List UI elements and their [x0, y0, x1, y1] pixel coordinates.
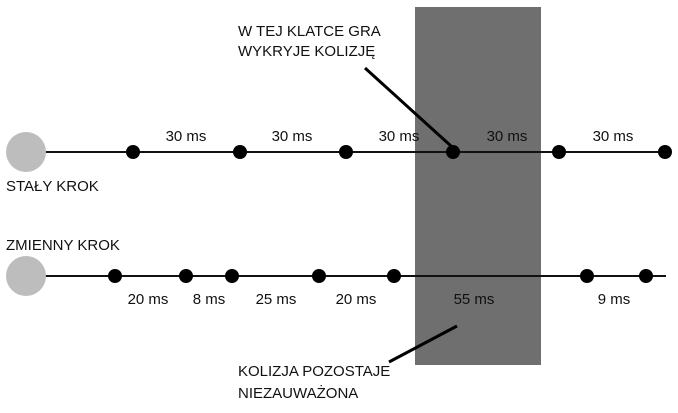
detected-pointer-line	[363, 66, 453, 148]
missed-annotation-line-1: KOLIZJA POZOSTAJE	[238, 363, 390, 380]
variable-interval-label-6: 9 ms	[598, 291, 631, 308]
fixed-step-dot-2	[233, 145, 247, 159]
fixed-step-dot-1	[126, 145, 140, 159]
variable-step-start-circle	[6, 256, 46, 296]
fixed-step-label: STAŁY KROK	[6, 178, 99, 195]
variable-step-dot-3	[225, 269, 239, 283]
variable-interval-label-4: 20 ms	[336, 291, 377, 308]
variable-step-dot-2	[179, 269, 193, 283]
fixed-interval-label-2: 30 ms	[272, 128, 313, 145]
fixed-step-dot-4	[446, 145, 460, 159]
variable-interval-label-2: 8 ms	[193, 291, 226, 308]
variable-step-dot-1	[108, 269, 122, 283]
fixed-interval-label-4: 30 ms	[487, 128, 528, 145]
variable-step-dot-6	[580, 269, 594, 283]
missed-annotation: KOLIZJA POZOSTAJE NIEZAUWAŻONA	[238, 324, 458, 402]
collision-zone	[415, 7, 541, 365]
fixed-step-dot-6	[658, 145, 672, 159]
fixed-interval-label-1: 30 ms	[166, 128, 207, 145]
variable-step-timeline: ZMIENNY KROK 20 ms 8 ms 25 ms 20 ms 55 m…	[6, 237, 666, 308]
variable-step-label: ZMIENNY KROK	[6, 237, 120, 254]
variable-step-dot-4	[312, 269, 326, 283]
variable-interval-label-1: 20 ms	[128, 291, 169, 308]
variable-step-dot-7	[639, 269, 653, 283]
detected-annotation-line-2: WYKRYJE KOLIZJĘ	[238, 43, 375, 60]
fixed-step-start-circle	[6, 132, 46, 172]
fixed-step-dot-5	[552, 145, 566, 159]
detected-annotation: W TEJ KLATCE GRA WYKRYJE KOLIZJĘ	[238, 23, 453, 148]
fixed-interval-label-5: 30 ms	[593, 128, 634, 145]
missed-annotation-line-2: NIEZAUWAŻONA	[238, 384, 358, 402]
missed-pointer-line	[388, 324, 458, 364]
fixed-step-dot-3	[339, 145, 353, 159]
detected-annotation-line-1: W TEJ KLATCE GRA	[238, 23, 381, 40]
fixed-step-timeline: 30 ms 30 ms 30 ms 30 ms 30 ms STAŁY KROK	[6, 128, 672, 195]
variable-interval-label-5: 55 ms	[454, 291, 495, 308]
variable-interval-label-3: 25 ms	[256, 291, 297, 308]
variable-step-dot-5	[387, 269, 401, 283]
fixed-interval-label-3: 30 ms	[379, 128, 420, 145]
